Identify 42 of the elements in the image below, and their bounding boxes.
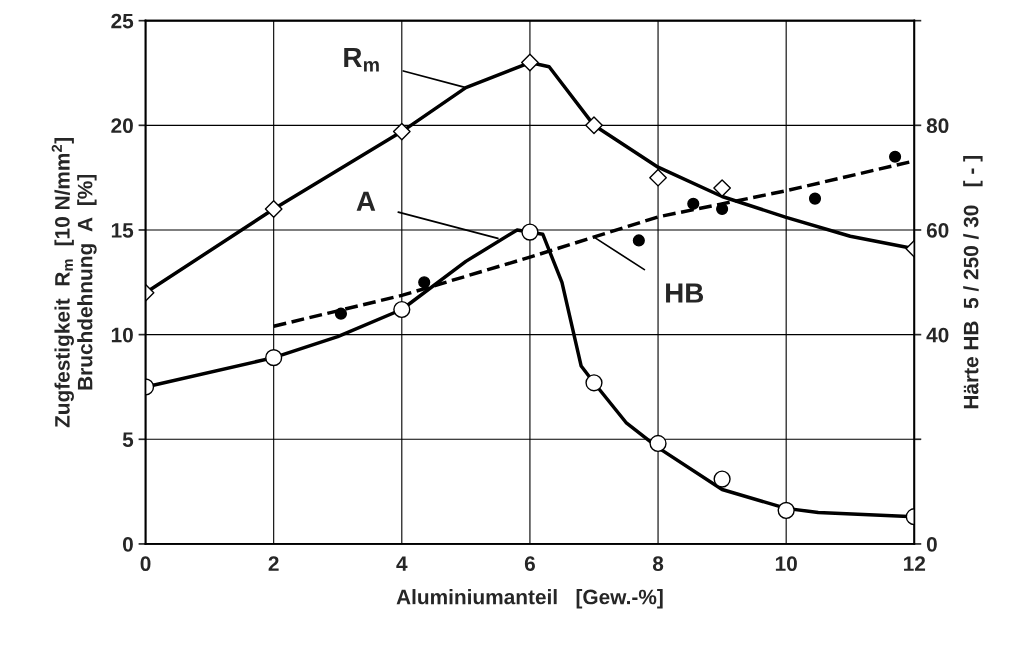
- point: [585, 116, 603, 135]
- point: [585, 374, 603, 392]
- x-tick-label: 2: [268, 556, 279, 571]
- x-tick-label: 10: [775, 556, 797, 572]
- x-axis-title: Aluminiumanteil [Gew.-%]: [396, 589, 663, 609]
- point: [777, 501, 795, 520]
- point: [632, 234, 645, 247]
- point: [393, 300, 411, 319]
- point: [521, 53, 539, 72]
- point: [418, 276, 431, 289]
- x-tick-label: 0: [140, 556, 151, 572]
- point: [687, 197, 700, 210]
- x-tick-label: 6: [524, 556, 535, 572]
- y2-tick-label: 60: [926, 222, 949, 238]
- point: [713, 470, 731, 488]
- y-tick-label: 15: [111, 223, 134, 238]
- y-tick-label: 25: [111, 13, 134, 29]
- point: [334, 307, 348, 320]
- y2-tick-label: 40: [926, 327, 949, 343]
- y2-tick-label: 0: [926, 536, 937, 552]
- point: [649, 168, 667, 187]
- y-tick-label: 20: [111, 118, 133, 134]
- point: [521, 223, 539, 241]
- point: [265, 349, 283, 367]
- point: [889, 150, 902, 163]
- annotation: HB: [666, 283, 704, 303]
- annotation: A: [356, 191, 376, 211]
- point: [649, 434, 667, 453]
- x-tick-label: 12: [904, 556, 926, 571]
- y-tick-label: 10: [111, 327, 133, 343]
- point: [392, 122, 411, 141]
- x-tick-label: 8: [652, 556, 664, 572]
- y2-tick-label: 80: [926, 118, 949, 134]
- annotation: R$_{m}$: [344, 47, 379, 72]
- point: [264, 200, 283, 218]
- y2-axis-title: Härte HB 5 / 250 / 30 [ - ]: [963, 156, 983, 409]
- x-tick-label: 4: [396, 556, 408, 571]
- y-tick-label: 5: [122, 432, 134, 448]
- text: Zugfestigkeit R$_{m}$ [10 N/mm$^{2}$] Bruchdehnung A [%]: [51, 137, 97, 428]
- point: [716, 202, 729, 216]
- y-tick-label: 0: [122, 536, 133, 552]
- point: [808, 192, 822, 205]
